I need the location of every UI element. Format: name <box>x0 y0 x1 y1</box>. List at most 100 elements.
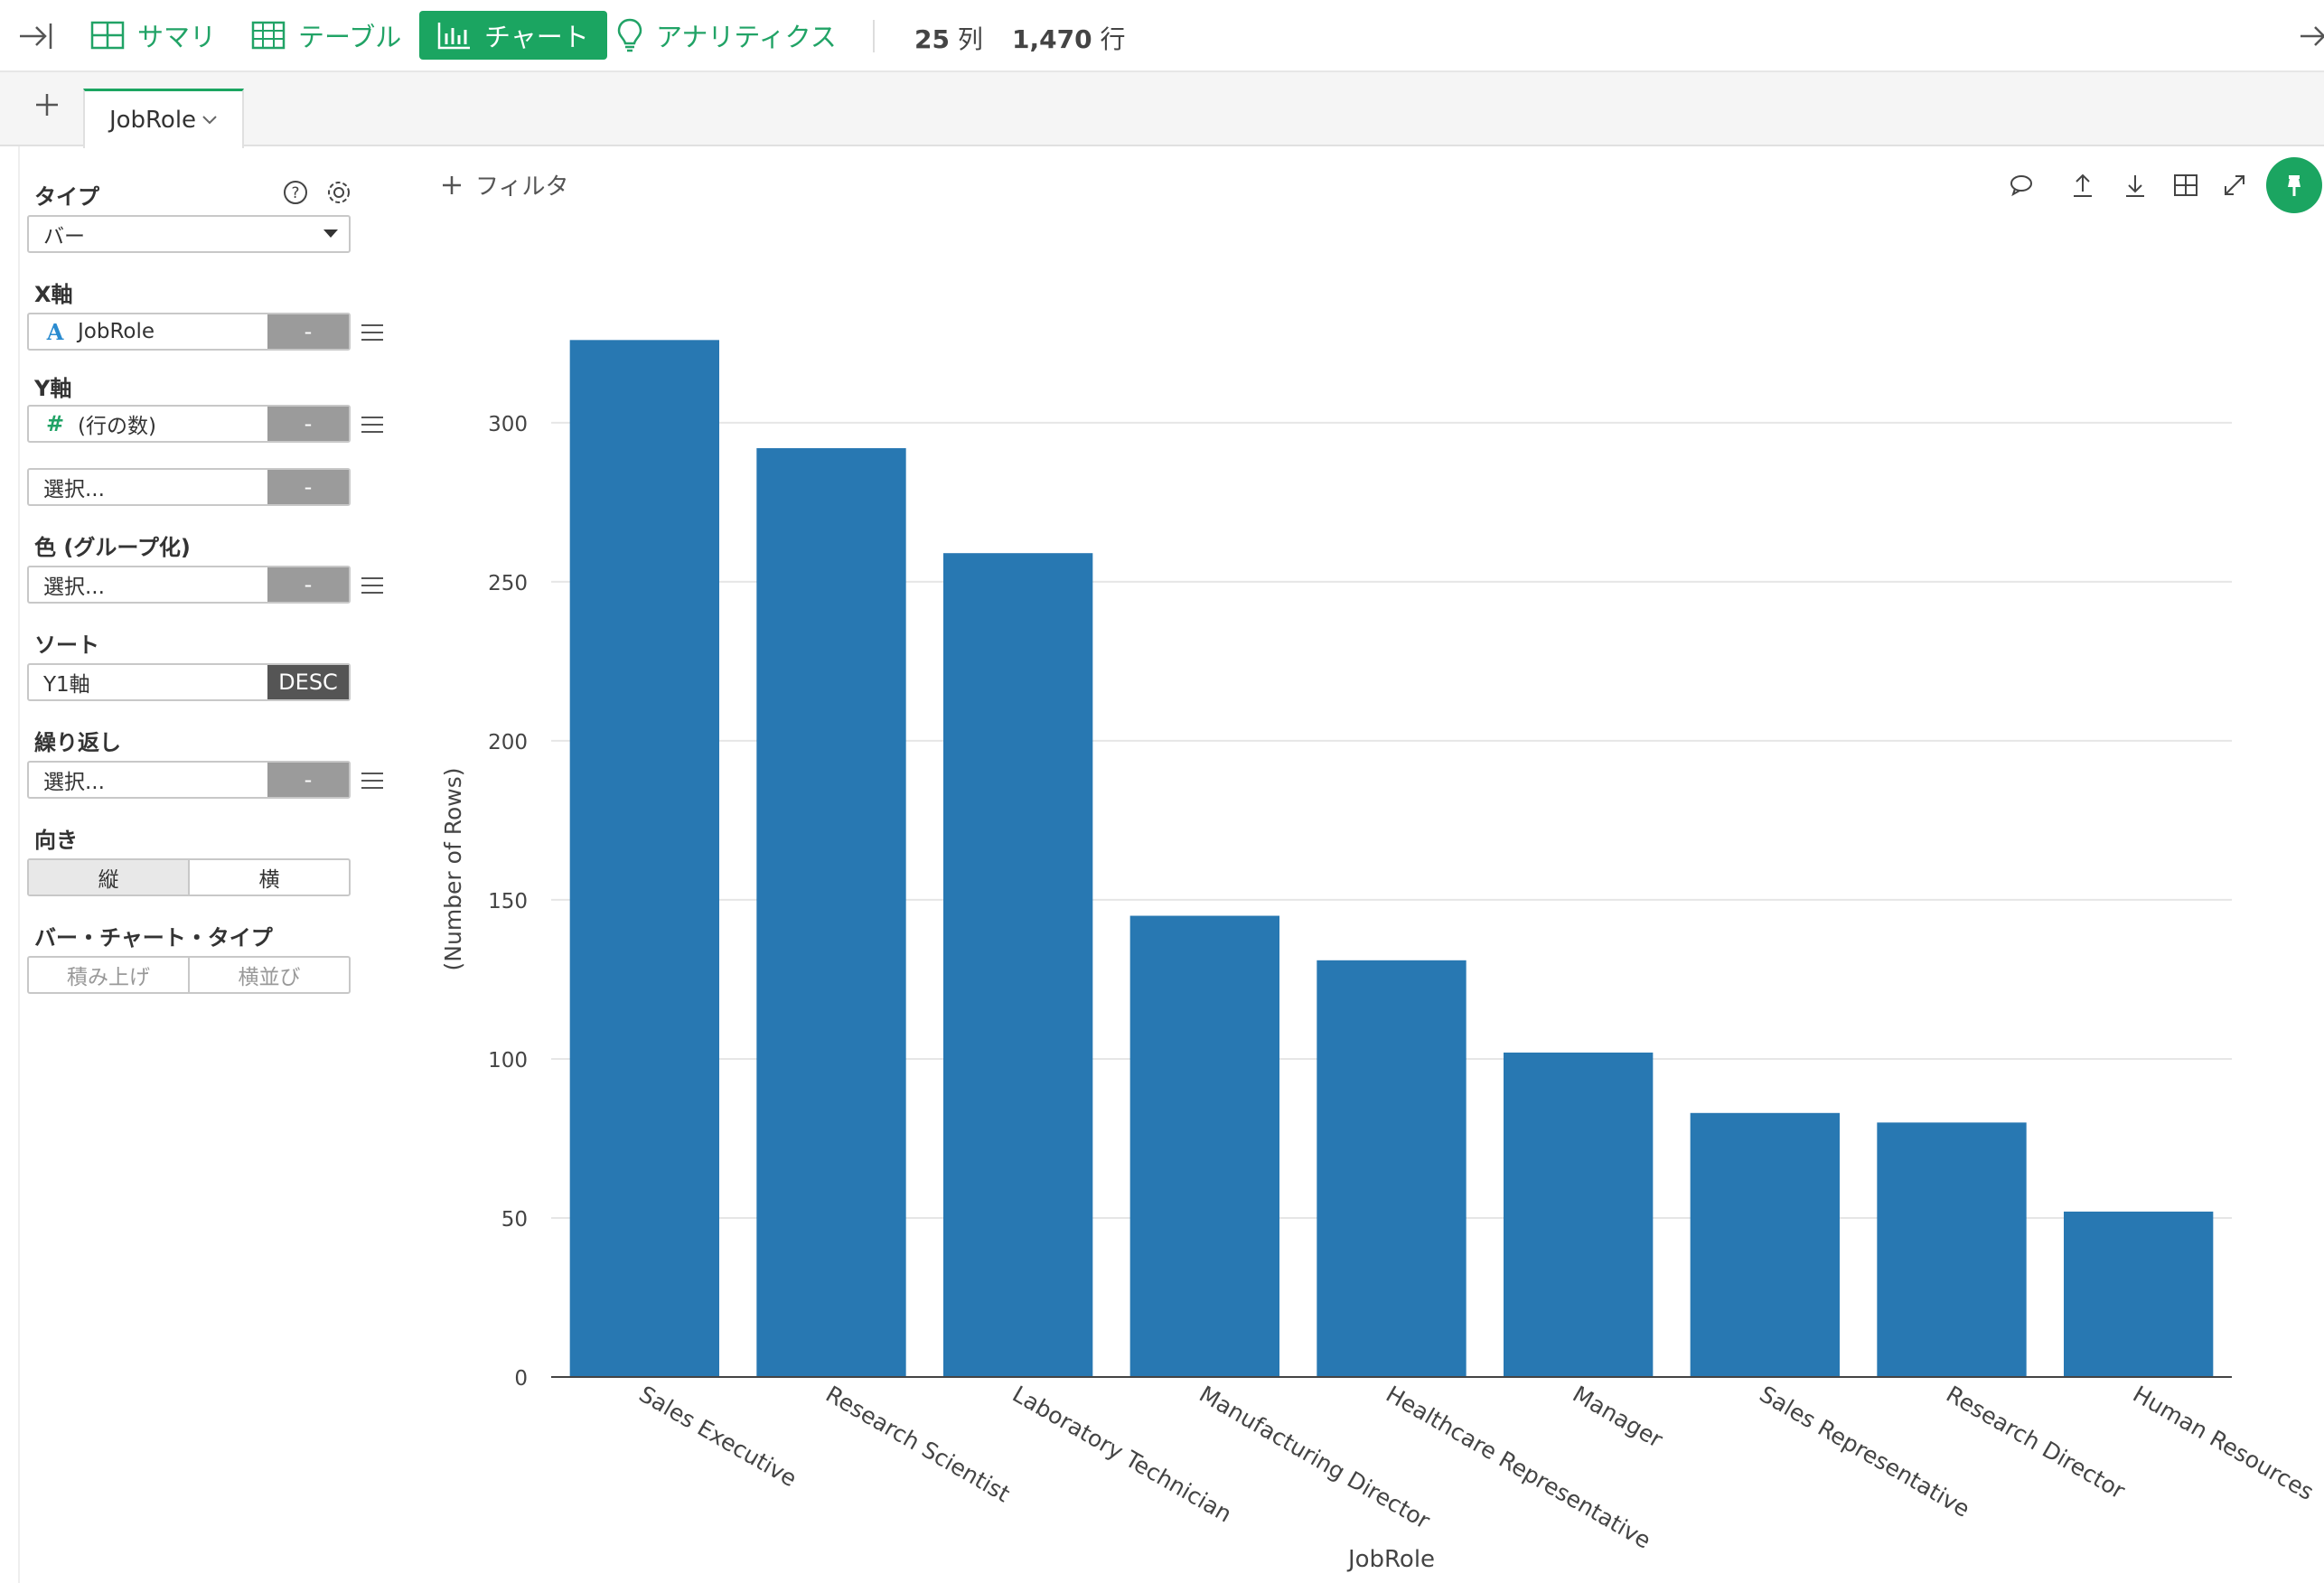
x-tick-label: Research Scientist <box>821 1381 1015 1507</box>
gear-icon[interactable] <box>325 179 352 206</box>
pin-icon <box>2288 175 2301 196</box>
top-toolbar: サマリ テーブル チャート アナリティクス 25 列 1,470 行 <box>0 0 2324 72</box>
column-count-unit: 列 <box>957 24 983 54</box>
y-axis-field[interactable]: # (行の数) - <box>27 405 351 443</box>
analytics-view-button[interactable]: アナリティクス <box>616 11 837 60</box>
x-axis-menu-icon[interactable] <box>361 323 383 342</box>
orientation-label: 向き <box>34 828 78 853</box>
repeat-agg-button[interactable]: - <box>267 763 349 797</box>
color-group-label: 色 (グループ化) <box>34 535 191 560</box>
bar[interactable] <box>2064 1211 2214 1377</box>
tab-label: JobRole <box>108 106 197 134</box>
upload-icon[interactable] <box>2069 172 2096 199</box>
number-type-icon: # <box>46 413 64 435</box>
y-axis-second-agg-button[interactable]: - <box>267 470 349 504</box>
bar[interactable] <box>1504 1052 1654 1377</box>
pin-button[interactable] <box>2266 157 2322 213</box>
x-tick-label: Research Director <box>1942 1381 2130 1504</box>
type-label: タイプ <box>34 184 99 210</box>
repeat-value: 選択... <box>43 771 105 794</box>
y-tick-label: 200 <box>488 731 528 754</box>
bar[interactable] <box>1129 915 1279 1377</box>
toolbar-divider <box>873 20 875 52</box>
help-icon[interactable]: ? <box>282 179 309 206</box>
color-group-field[interactable]: 選択... - <box>27 566 351 604</box>
plus-icon <box>443 175 461 194</box>
chart-view-label: チャート <box>484 22 589 52</box>
y-tick-label: 0 <box>514 1367 528 1391</box>
bar[interactable] <box>756 448 906 1377</box>
y-axis-menu-icon[interactable] <box>361 416 383 434</box>
y-tick-label: 150 <box>488 890 528 913</box>
orientation-horizontal-option[interactable]: 横 <box>188 860 349 895</box>
sort-label: ソート <box>34 632 99 658</box>
color-group-agg-button[interactable]: - <box>267 567 349 602</box>
chart-tab-bar: JobRole <box>0 72 2324 148</box>
y-axis-label: Y軸 <box>34 376 72 401</box>
expand-panel-icon[interactable] <box>2301 20 2324 52</box>
dropdown-arrow-icon <box>323 229 338 238</box>
y-axis-value: (行の数) <box>78 415 156 438</box>
text-type-icon: A <box>46 321 64 342</box>
chart-icon <box>437 23 470 50</box>
tab-jobrole[interactable]: JobRole <box>83 89 244 148</box>
x-axis-title: JobRole <box>1346 1546 1435 1573</box>
chart-view-button[interactable]: チャート <box>419 11 607 60</box>
add-tab-icon[interactable] <box>33 90 61 119</box>
y-tick-label: 100 <box>488 1049 528 1073</box>
y-tick-label: 50 <box>501 1208 528 1232</box>
bar-type-grouped-option[interactable]: 横並び <box>188 958 349 992</box>
summary-icon <box>90 21 125 50</box>
y-axis-title: (Number of Rows) <box>440 768 466 971</box>
x-tick-label: Human Resources <box>2129 1381 2319 1505</box>
fullscreen-icon[interactable] <box>2221 172 2248 199</box>
bar[interactable] <box>1317 960 1467 1377</box>
comment-icon[interactable] <box>2008 172 2035 199</box>
repeat-menu-icon[interactable] <box>361 772 383 790</box>
collapse-sidebar-icon[interactable] <box>18 20 54 52</box>
repeat-label: 繰り返し <box>34 730 121 755</box>
sort-field[interactable]: Y1軸 DESC <box>27 663 351 701</box>
color-group-value: 選択... <box>43 576 105 599</box>
color-group-menu-icon[interactable] <box>361 576 383 595</box>
table-view-label: テーブル <box>298 22 402 52</box>
repeat-field[interactable]: 選択... - <box>27 761 351 799</box>
x-tick-label: Manager <box>1569 1381 1668 1453</box>
add-filter-button[interactable]: フィルタ <box>441 168 568 201</box>
bar-type-stacked-option[interactable]: 積み上げ <box>67 966 150 989</box>
y-axis-second-field[interactable]: 選択... - <box>27 468 351 506</box>
column-count: 25 列 <box>914 20 983 56</box>
orientation-vertical-option[interactable]: 縦 <box>29 860 188 895</box>
y-tick-label: 250 <box>488 572 528 595</box>
y-tick-label: 300 <box>488 413 528 436</box>
x-axis-field[interactable]: A JobRole - <box>27 313 351 351</box>
sort-order-button[interactable]: DESC <box>267 665 349 699</box>
bar[interactable] <box>943 553 1093 1377</box>
row-count-unit: 行 <box>1100 24 1126 54</box>
chevron-down-icon[interactable] <box>201 115 218 126</box>
download-icon[interactable] <box>2122 172 2149 199</box>
x-tick-label: Sales Executive <box>634 1381 801 1492</box>
summary-view-button[interactable]: サマリ <box>90 11 216 60</box>
chart-type-select[interactable]: バー <box>27 215 351 253</box>
y-axis-agg-button[interactable]: - <box>267 407 349 441</box>
summary-view-label: サマリ <box>137 22 217 52</box>
table-view-button[interactable]: テーブル <box>251 11 401 60</box>
bar[interactable] <box>1877 1122 2027 1377</box>
orientation-toggle: 縦 横 <box>27 858 351 896</box>
bar-type-toggle: 積み上げ 横並び <box>27 956 351 994</box>
svg-text:#: # <box>46 413 64 435</box>
filter-label: フィルタ <box>475 173 569 201</box>
sort-value: Y1軸 <box>43 673 90 697</box>
analytics-view-label: アナリティクス <box>656 22 837 52</box>
bar[interactable] <box>569 340 719 1377</box>
x-axis-agg-button[interactable]: - <box>267 314 349 349</box>
bar[interactable] <box>1690 1112 1840 1377</box>
bar-series <box>569 340 2214 1377</box>
column-count-value: 25 <box>914 24 950 54</box>
y-axis-ticks: 0 50 100 150 200 250 300 <box>488 413 528 1391</box>
x-axis-ticks: Sales Executive Research ScientistLaborat… <box>634 1381 2318 1554</box>
x-axis-label: X軸 <box>34 282 73 307</box>
data-table-icon[interactable] <box>2172 172 2199 199</box>
